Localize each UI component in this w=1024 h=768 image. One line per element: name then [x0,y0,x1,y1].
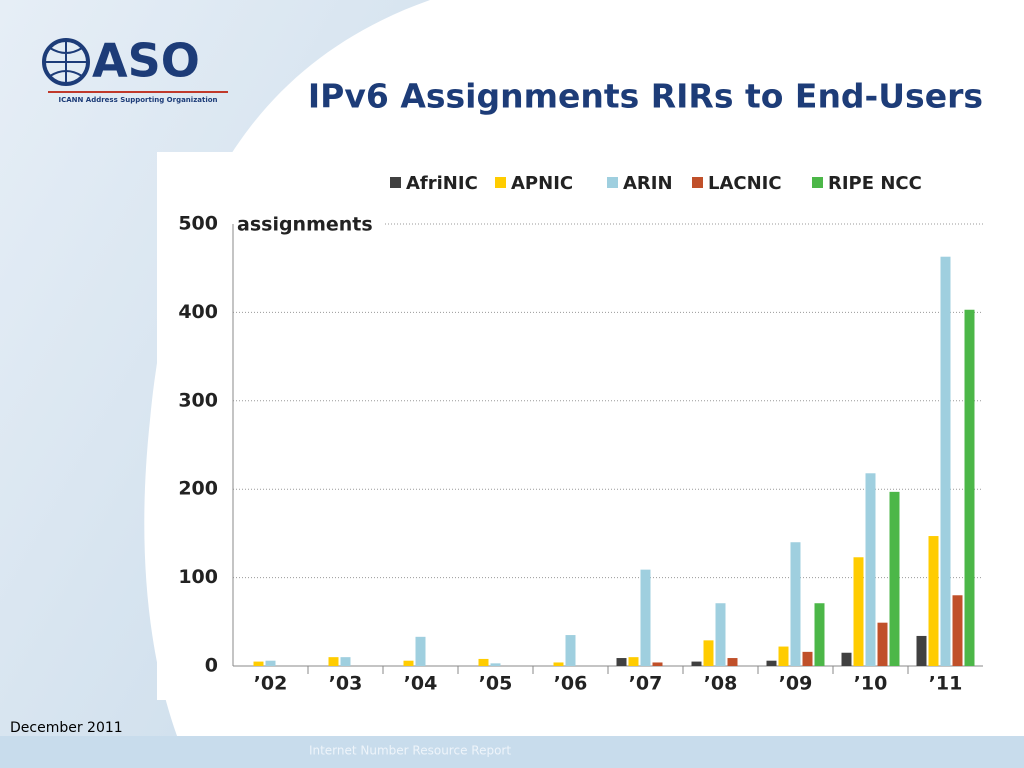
y-tick-label: 400 [178,301,218,323]
bar [478,658,489,666]
y-tick-label: 100 [178,566,218,588]
legend-swatch [495,177,506,188]
bar [889,491,900,666]
bar [877,622,888,666]
x-tick-label: ’10 [854,673,888,695]
footer-bar [0,736,1024,768]
x-tick-label: ’07 [629,673,663,695]
bar [802,651,813,666]
bar [265,660,276,666]
bar [691,661,702,666]
bar [553,662,564,666]
x-tick-label: ’05 [479,673,513,695]
legend-label: LACNIC [708,173,782,194]
chart-title: IPv6 Assignments RIRs to End-Users [308,77,983,116]
bar [916,635,927,666]
bar [865,473,876,666]
bar [766,660,777,666]
bar [727,658,738,666]
bar [853,557,864,666]
bar [928,536,939,666]
y-tick-label: 500 [178,213,218,235]
footer-date: December 2011 [10,720,123,736]
bar [952,595,963,666]
y-tick-label: 0 [205,655,218,677]
x-tick-label: ’11 [929,673,963,695]
logo-globe-lines [44,40,88,84]
legend-label: RIPE NCC [828,173,922,194]
x-tick-label: ’03 [329,673,363,695]
bar [940,256,951,666]
legend-label: APNIC [511,173,573,194]
bar [403,660,414,666]
bar [253,661,264,666]
x-tick-label: ’09 [779,673,813,695]
background-swoosh [0,0,430,768]
x-tick-label: ’06 [554,673,588,695]
x-tick-label: ’02 [254,673,288,695]
y-tick-label: 300 [178,389,218,411]
y-tick-label: 200 [178,478,218,500]
legend-swatch [390,177,401,188]
bar [841,652,852,666]
bar [490,663,501,666]
legend-label: ARIN [623,173,673,194]
bar [814,603,825,666]
x-tick-label: ’04 [404,673,438,695]
bar [328,657,339,666]
bar [616,658,627,666]
x-tick-label: ’08 [704,673,738,695]
bar [340,657,351,666]
logo-subtitle: ICANN Address Supporting Organization [58,96,217,104]
logo-text: ASO [92,34,200,88]
logo: ASO ICANN Address Supporting Organizatio… [42,34,228,104]
legend-swatch [812,177,823,188]
bar [703,640,714,666]
y-axis-label: assignments [237,214,373,236]
legend-swatch [692,177,703,188]
bar [652,662,663,666]
bar [790,542,801,666]
bar [628,657,639,666]
legend-label: AfriNIC [406,173,478,194]
bar [565,635,576,666]
bar [964,309,975,666]
bar [715,603,726,666]
footer-report: Internet Number Resource Report [309,744,511,758]
legend-swatch [607,177,618,188]
bar [415,636,426,666]
bar [778,646,789,666]
bar [640,569,651,666]
